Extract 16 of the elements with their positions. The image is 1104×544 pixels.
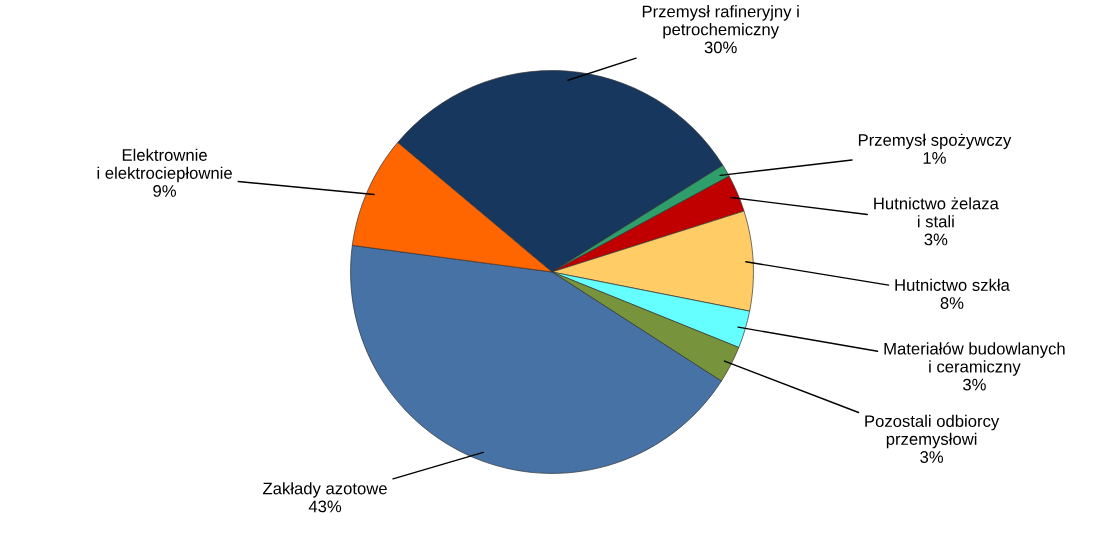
- slice-label: Hutnictwo żelaza i stali: [874, 197, 999, 228]
- slice-label: Elektrownie i elektrociepłownie: [97, 148, 232, 183]
- data-label: 9%: [153, 185, 177, 197]
- data-label: 3%: [920, 451, 944, 463]
- slice-label: Przemysł rafineryjny i petrochemiczny: [642, 5, 799, 39]
- slice-label: Zakłady azotowe: [263, 482, 387, 498]
- data-label: 8%: [940, 297, 964, 309]
- slice-label: Przemysł spożywczy: [858, 133, 1012, 150]
- data-label: 3%: [924, 233, 948, 246]
- data-label: 43%: [308, 500, 342, 513]
- slice-label: Materiałów budowlanych i ceramiczny: [884, 342, 1065, 376]
- data-label: 1%: [923, 152, 946, 164]
- data-label: 30%: [704, 41, 737, 54]
- slice-label: Pozostali odbiorcy przemysłowi: [865, 414, 1000, 449]
- slice-label: Hutnictwo szkła: [895, 278, 1010, 291]
- data-label: 3%: [962, 378, 986, 391]
